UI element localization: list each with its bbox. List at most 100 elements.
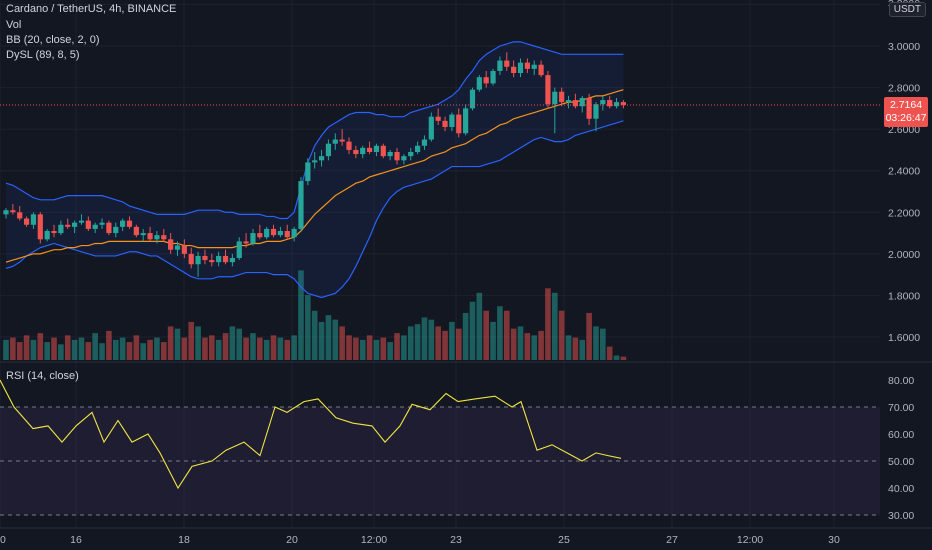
candle-body [380,145,386,157]
rsi-axis-tick: 60.00 [888,429,914,441]
volume-bar [291,335,297,360]
candle-body [449,114,455,128]
time-axis-tick: 27 [666,534,678,546]
candle-body [421,139,428,146]
volume-bar [359,339,366,360]
volume-bar [524,333,531,360]
rsi-axis-tick: 30.00 [888,510,914,522]
candle-body [17,212,23,219]
volume-bar [510,328,517,360]
candle-body [30,214,37,225]
volume-bar [257,337,263,360]
volume-bar [167,326,174,360]
volume-bar [490,321,496,360]
time-axis-tick: 23 [450,534,462,546]
candle-body [353,149,359,155]
currency-badge[interactable]: USDT [888,2,926,17]
volume-bar [305,295,311,360]
volume-bar [236,328,243,360]
volume-bar [545,288,551,360]
volume-bar [140,343,146,360]
candle-body [44,230,50,240]
candle-body [236,241,242,259]
candle-body [181,245,187,254]
candle-body [435,116,441,121]
volume-bar [435,326,441,360]
candle-body [504,60,510,67]
candle-body [58,224,64,234]
candle-body [126,220,133,227]
candle-body [284,230,290,238]
candle-body [291,228,297,238]
volume-bar [565,335,572,360]
candle-body [620,102,626,105]
candle-body [305,162,311,182]
candle-body [161,235,167,240]
candle-body [490,70,496,84]
candle-body [174,245,181,250]
candle-body [257,233,263,238]
volume-indicator-label[interactable]: Vol [6,19,22,31]
volume-bar [92,333,98,360]
rsi-indicator-label[interactable]: RSI (14, close) [6,370,79,382]
price-axis-tick: 1.8000 [888,290,920,302]
candle-body [497,60,503,71]
volume-bar [552,292,558,360]
time-axis-tick: 12:00 [361,534,387,546]
price-axis-tick: 2.0000 [888,249,920,261]
candle-body [195,255,201,265]
bollinger-bands-label[interactable]: BB (20, close, 2, 0) [6,34,100,46]
candle-body [428,116,434,140]
volume-bar [250,333,256,360]
candle-body [3,210,9,215]
volume-bar [30,339,37,360]
candle-body [168,239,174,250]
candle-body [545,75,551,105]
volume-bar [215,339,222,360]
volume-bar [99,343,105,360]
volume-bar [407,326,414,360]
candle-body [394,152,400,161]
volume-bar [332,319,339,360]
symbol-title[interactable]: Cardano / TetherUS, 4h, BINANCE [6,3,177,15]
candle-body [373,145,380,153]
candle-body [511,66,517,74]
volume-bar [318,321,325,360]
candle-body [442,120,448,128]
candle-body [607,100,613,107]
volume-bar [538,330,544,360]
candle-body [332,139,338,144]
candle-body [270,228,277,236]
candle-body [99,222,105,225]
candle-body [85,220,91,229]
volume-bar [126,342,133,360]
dysl-indicator-label[interactable]: DySL (89, 8, 5) [6,49,80,61]
volume-bar [579,339,586,360]
volume-bar [85,342,92,360]
volume-bar [387,342,393,360]
volume-bar [531,335,538,360]
volume-bar [476,292,483,360]
volume-bar [353,337,359,360]
volume-bar [421,317,428,360]
candle-body [415,145,421,153]
candle-body [10,210,16,213]
volume-bar [229,326,236,360]
candle-body [531,64,537,69]
candle-body [524,62,530,69]
volume-bar [263,339,270,360]
rsi-axis-tick: 70.00 [888,402,914,414]
volume-bar [373,339,380,360]
volume-bar [455,328,462,360]
candle-body [559,91,565,103]
candle-body [106,222,112,234]
candle-body [387,152,393,157]
candle-body [538,64,544,76]
rsi-axis-tick: 80.00 [888,375,914,387]
volume-bar [147,339,153,360]
candle-body [51,230,57,234]
candle-body [222,255,229,263]
candle-body [298,181,304,229]
rsi-axis-tick: 50.00 [888,456,914,468]
